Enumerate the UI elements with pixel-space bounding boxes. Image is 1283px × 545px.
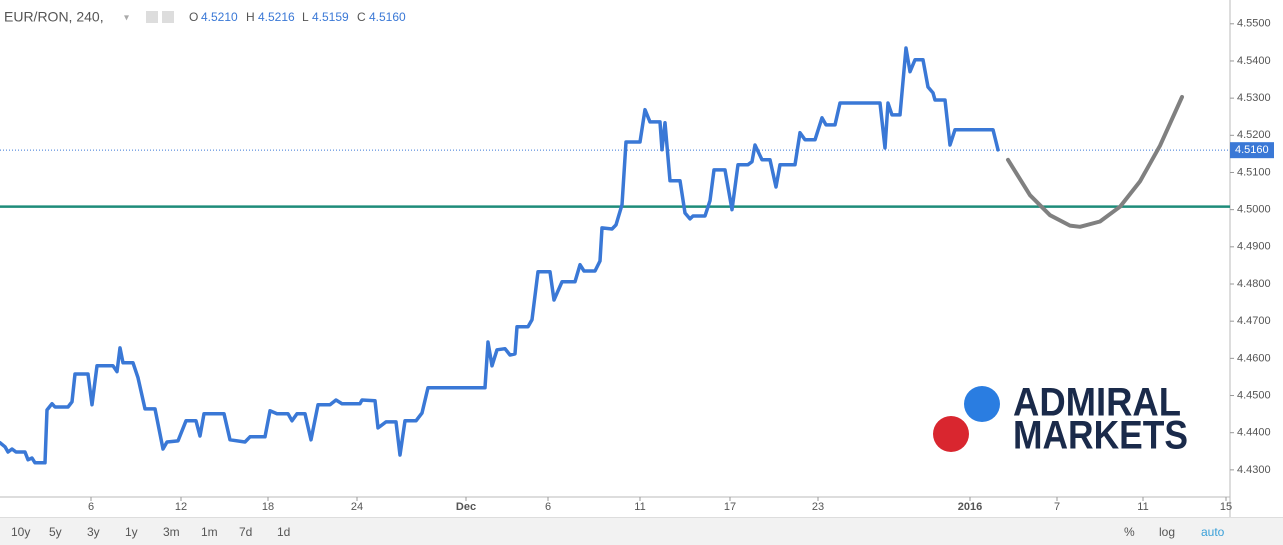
x-tick-label: 2016 [958, 501, 982, 513]
y-tick-label: 4.5400 [1237, 55, 1271, 67]
x-tick-label: 12 [175, 501, 187, 513]
toolbar-button[interactable]: auto [1201, 525, 1225, 539]
icon[interactable] [146, 11, 158, 23]
ohlc-value: 4.5159 [312, 10, 349, 24]
x-tick-label: 11 [1137, 501, 1148, 513]
logo-dot [964, 386, 1000, 422]
logo-dot [933, 416, 969, 452]
toolbar-button[interactable]: 3y [87, 525, 100, 539]
chart: EUR/RON, 240, ▾ O 4.5210 H 4.5216 L 4.51… [0, 0, 1274, 517]
ohlc-value: 4.5160 [369, 10, 406, 24]
toolbar-button[interactable]: 5y [49, 525, 62, 539]
y-tick-label: 4.4300 [1237, 464, 1271, 476]
dropdown: ▾ [124, 13, 129, 24]
y-tick-label: 4.4400 [1237, 427, 1271, 439]
y-tick-label: 4.4900 [1237, 241, 1271, 253]
y-tick-label: 4.4700 [1237, 315, 1271, 327]
toolbar-button[interactable]: 1y [125, 525, 138, 539]
ohlc-key: C [357, 10, 366, 24]
x-tick-label: 24 [351, 501, 363, 513]
toolbar: 10y 5y 3y 1y 3m 1m 7d 1d% log auto [0, 517, 1283, 545]
x-tick-label: 15 [1220, 501, 1232, 513]
x-tick-label: 6 [545, 501, 551, 513]
icon[interactable] [162, 11, 174, 23]
ohlc-key: H [246, 10, 255, 24]
forecast-curve [1006, 95, 1184, 229]
y-tick-label: 4.5300 [1237, 92, 1271, 104]
x-tick-label: Dec [456, 501, 476, 513]
x-tick-label: 7 [1054, 501, 1060, 513]
x-tick-label: 17 [724, 501, 736, 513]
logo-text: MARKETS [1013, 414, 1188, 458]
toolbar-button[interactable]: % [1124, 525, 1135, 539]
y-tick-label: 4.5200 [1237, 129, 1271, 141]
y-tick-label: 4.5500 [1237, 18, 1271, 30]
price-box [1230, 142, 1274, 159]
y-tick-label: 4.4800 [1237, 278, 1271, 290]
y-tick-label: 4.4500 [1237, 389, 1271, 401]
toolbar-button[interactable]: 1m [201, 525, 218, 539]
toolbar-button[interactable]: log [1159, 525, 1176, 539]
ohlc-key: L [302, 10, 309, 24]
y-tick-label: 4.5100 [1237, 166, 1271, 178]
x-tick-label: 11 [634, 501, 645, 513]
price-label: 4.5160 [1235, 144, 1269, 156]
symbol: EUR/RON, 240, [4, 9, 104, 25]
ohlc-value: 4.5210 [201, 10, 238, 24]
logo-text: ADMIRAL [1013, 381, 1181, 425]
y-tick-label: 4.4600 [1237, 352, 1271, 364]
toolbar-button[interactable]: 3m [163, 525, 180, 539]
price-line-series [0, 46, 1000, 465]
toolbar-button[interactable]: 1d [277, 525, 291, 539]
x-tick-label: 6 [88, 501, 94, 513]
x-tick-label: 23 [812, 501, 824, 513]
toolbar-button[interactable]: 7d [239, 525, 253, 539]
x-tick-label: 18 [262, 501, 274, 513]
ohlc-value: 4.5216 [258, 10, 295, 24]
toolbar-button[interactable]: 10y [11, 525, 31, 539]
y-tick-label: 4.5000 [1237, 204, 1271, 216]
ohlc-key: O [189, 10, 198, 24]
